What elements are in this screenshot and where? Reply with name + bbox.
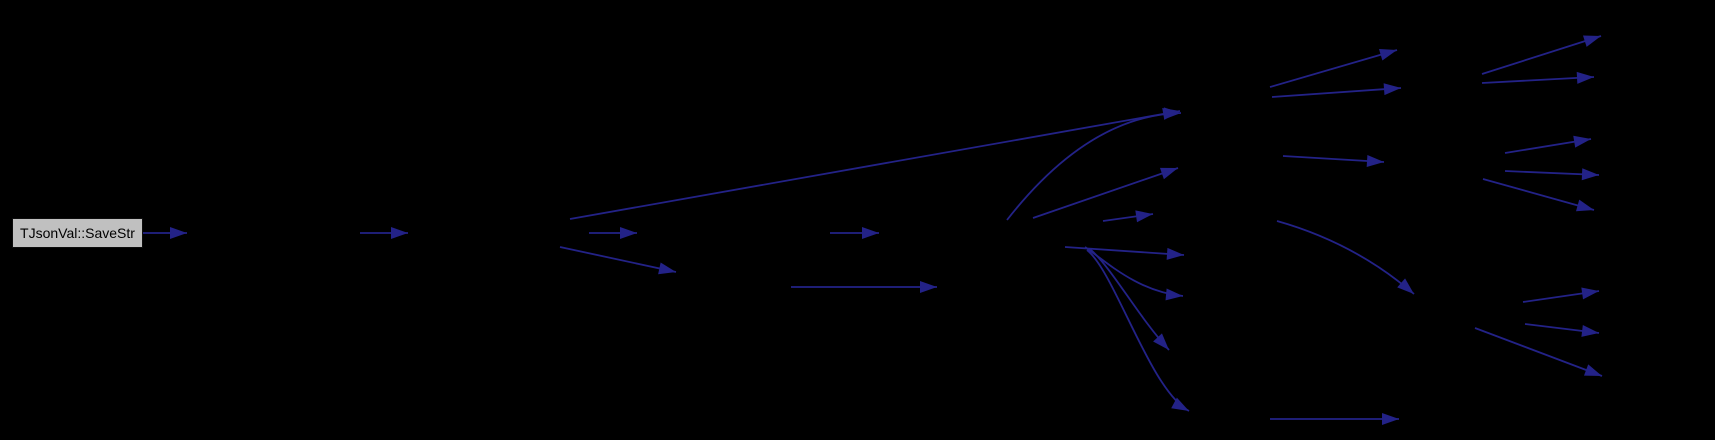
call-edge-27 <box>1474 327 1603 377</box>
arrowhead-18 <box>1397 278 1414 294</box>
arrowhead-4 <box>862 227 879 239</box>
arrowhead-15 <box>1379 48 1397 61</box>
call-edge-20 <box>1481 35 1602 75</box>
arrowhead-7 <box>920 281 937 293</box>
arrowhead-21 <box>1576 71 1594 84</box>
call-edge-16 <box>1271 87 1402 98</box>
call-edge-11 <box>1064 246 1185 256</box>
node-tjsonval-savestr[interactable]: TJsonVal::SaveStr <box>12 218 143 248</box>
arrowhead-26 <box>1581 324 1599 337</box>
arrowhead-19 <box>1382 413 1399 425</box>
call-edge-24 <box>1482 178 1595 211</box>
arrowhead-25 <box>1581 287 1599 300</box>
call-edge-15 <box>1269 49 1398 88</box>
call-edge-14 <box>1086 249 1190 412</box>
arrowhead-3 <box>620 227 637 239</box>
arrowhead-8 <box>1163 107 1181 120</box>
call-edge-9 <box>1032 167 1179 219</box>
call-edge-21 <box>1481 76 1595 84</box>
arrowhead-13 <box>1153 333 1169 350</box>
arrowhead-20 <box>1582 35 1601 47</box>
call-edge-18 <box>1276 220 1415 295</box>
node-label: TJsonVal::SaveStr <box>20 225 135 241</box>
arrowhead-10 <box>1135 210 1153 223</box>
arrowhead-1 <box>170 227 187 239</box>
arrowhead-2 <box>391 227 408 239</box>
call-edge-5 <box>569 110 1181 220</box>
arrowhead-27 <box>1583 364 1602 376</box>
arrowhead-24 <box>1576 199 1594 212</box>
call-edge-13 <box>1089 248 1170 351</box>
arrowhead-11 <box>1166 247 1184 260</box>
arrowhead-14 <box>1171 397 1189 411</box>
arrowhead-22 <box>1573 135 1591 148</box>
arrowhead-17 <box>1366 155 1384 167</box>
arrowhead-12 <box>1165 288 1183 301</box>
call-edge-6 <box>559 246 677 273</box>
arrowhead-23 <box>1581 168 1599 181</box>
arrowhead-9 <box>1159 167 1178 180</box>
call-edge-8 <box>1006 112 1182 221</box>
arrowhead-16 <box>1383 83 1401 96</box>
arrowhead-6 <box>658 262 676 275</box>
